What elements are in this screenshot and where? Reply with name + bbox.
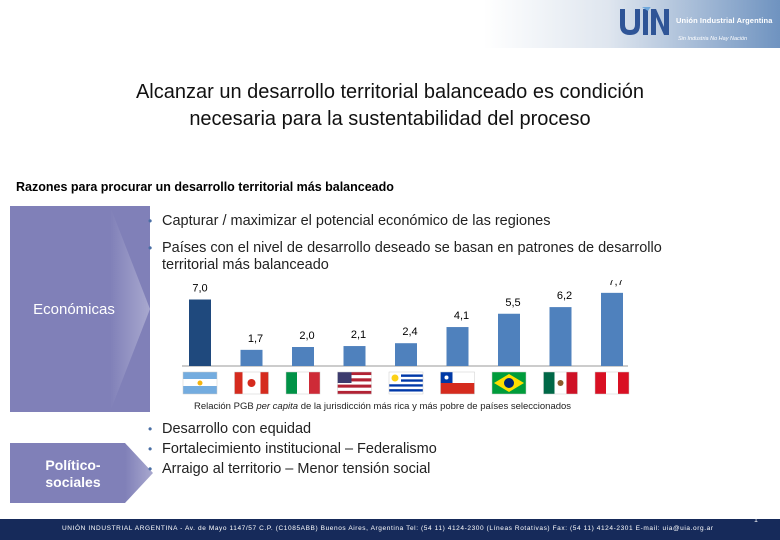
flag-italia-icon (285, 371, 321, 395)
logo-tagline: Sin Industria No Hay Nación (678, 36, 748, 42)
bar-chile (446, 327, 469, 366)
bar-estados-unidos (343, 346, 366, 366)
flag-uruguay-icon (388, 371, 424, 395)
flag-brasil-icon (491, 371, 527, 395)
logo-org-name: Unión Industrial Argentina (676, 16, 773, 25)
bar-value-label: 2,4 (402, 326, 417, 338)
page-title: Alcanzar un desarrollo territorial balan… (40, 79, 740, 133)
caption-italic: per capita (256, 401, 299, 412)
caption-suffix: de la jurisdicción más rica y más pobre … (300, 401, 572, 412)
social-label-line-2: sociales (45, 474, 101, 490)
bar-value-label: 2,1 (351, 329, 366, 341)
bar-value-label: 4,1 (454, 310, 469, 322)
bar-perú (601, 292, 623, 366)
bar-argentina (189, 299, 211, 366)
uia-logo: Unión Industrial Argentina Sin Industria… (618, 4, 778, 46)
chart-caption: Relación PGB per capita de la jurisdicci… (194, 401, 571, 412)
bar-value-label: 7,0 (192, 283, 207, 295)
flag-argentina-icon (182, 371, 218, 395)
social-label-line-1: Político- (45, 457, 101, 473)
bar-value-label: 1,7 (248, 333, 263, 345)
social-bullet-1: Desarrollo con equidad (148, 419, 568, 439)
uia-logo-icon (620, 7, 669, 35)
economic-bullet-2: Países con el nivel de desarrollo desead… (148, 240, 668, 274)
social-label: Político- sociales (18, 457, 128, 491)
bar-brasil (498, 313, 520, 366)
social-bullet-2: Fortalecimiento institucional – Federali… (148, 439, 568, 459)
bar-value-label: 6,2 (557, 290, 572, 302)
economic-label: Económicas (33, 301, 115, 318)
section-subtitle: Razones para procurar un desarrollo terr… (16, 180, 394, 194)
footer-bar: UNIÓN INDUSTRIAL ARGENTINA - Av. de Mayo… (0, 519, 780, 540)
title-line-2: necesaria para la sustentabilidad del pr… (189, 108, 591, 130)
flag-perú-icon (594, 371, 630, 395)
flag-méxico-icon (543, 371, 578, 395)
bar-canadá (240, 349, 263, 366)
gdp-ratio-bar-chart: 7,0 1,7 2,0 2,1 2,4 4,1 5,5 6,2 7,7 (182, 280, 630, 395)
bar-uruguay (395, 343, 417, 366)
economic-bullet-1: Capturar / maximizar el potencial económ… (148, 213, 668, 230)
bar-value-label: 7,7 (608, 280, 623, 288)
footer-contact: UNIÓN INDUSTRIAL ARGENTINA - Av. de Mayo… (62, 525, 714, 532)
bar-italia (292, 347, 314, 366)
caption-prefix: Relación PGB (194, 401, 254, 412)
bar-value-label: 2,0 (299, 330, 314, 342)
flag-estados-unidos-icon (337, 371, 372, 395)
economic-bullets: Capturar / maximizar el potencial económ… (148, 213, 668, 284)
bar-value-label: 5,5 (505, 297, 520, 309)
flag-chile-icon (440, 371, 475, 395)
social-bullet-3: Arraigo al territorio – Menor tensión so… (148, 459, 568, 479)
flag-canadá-icon (234, 371, 269, 395)
bar-méxico (549, 307, 572, 366)
page-number: 1 (754, 517, 758, 524)
title-line-1: Alcanzar un desarrollo territorial balan… (135, 81, 645, 103)
social-chevron (10, 443, 125, 503)
social-bullets: Desarrollo con equidad Fortalecimiento i… (148, 419, 568, 479)
